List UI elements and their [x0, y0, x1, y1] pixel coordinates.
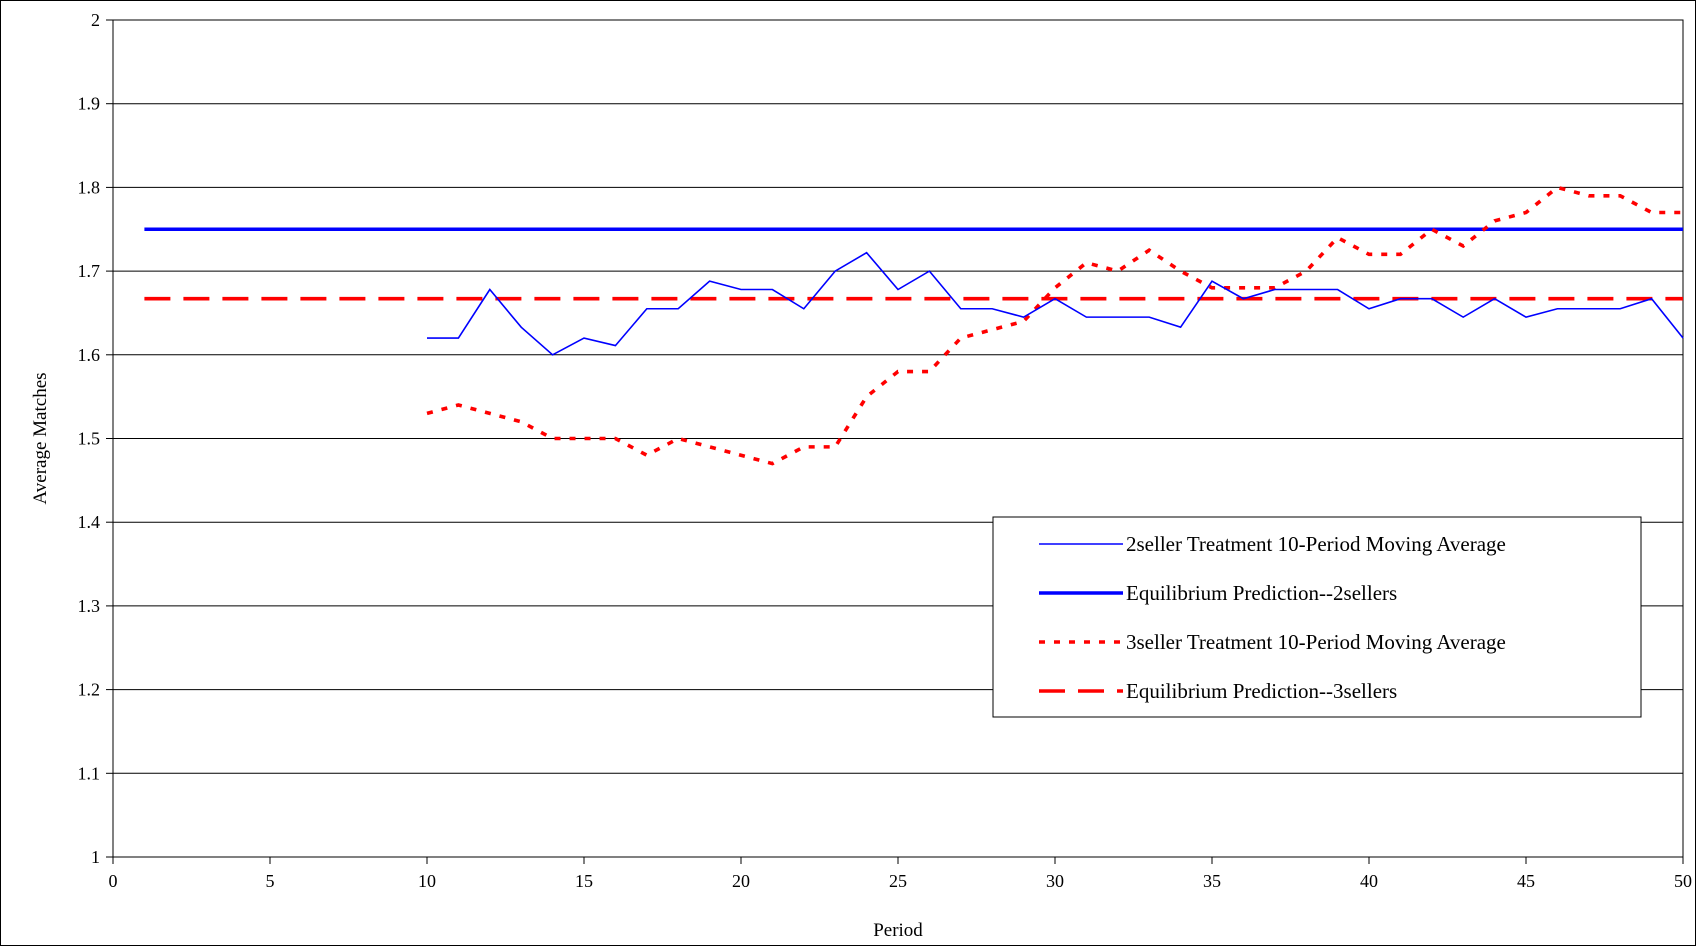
- legend-label: Equilibrium Prediction--3sellers: [1126, 679, 1397, 703]
- legend-label: Equilibrium Prediction--2sellers: [1126, 581, 1397, 605]
- y-tick-label: 1.2: [78, 680, 101, 700]
- y-tick-label: 1.4: [78, 512, 101, 532]
- legend-box: [992, 516, 1642, 718]
- x-axis: 0 5 10 15 20 25 30 35 40 45 50: [109, 857, 1692, 891]
- x-tick-label: 50: [1674, 871, 1692, 891]
- x-tick-label: 45: [1517, 871, 1535, 891]
- x-tick-label: 20: [732, 871, 750, 891]
- x-tick-label: 30: [1046, 871, 1064, 891]
- y-tick-label: 1.5: [78, 429, 101, 449]
- x-tick-label: 10: [418, 871, 436, 891]
- y-tick-label: 1.8: [78, 177, 101, 197]
- x-tick-label: 40: [1360, 871, 1378, 891]
- series-line-3: [426, 185, 1683, 466]
- x-axis-title: Period: [873, 920, 923, 941]
- series-lines: [144, 185, 1684, 466]
- gridlines: [113, 103, 1683, 774]
- legend: 2seller Treatment 10-Period Moving Avera…: [992, 516, 1642, 718]
- y-tick-label: 2: [91, 10, 100, 30]
- y-tick-label: 1.3: [78, 596, 101, 616]
- x-tick-label: 35: [1203, 871, 1221, 891]
- x-tick-label: 25: [889, 871, 907, 891]
- y-axis: 1 1.1 1.2 1.3 1.4 1.5 1.6 1.7 1.8 1.9 2: [78, 10, 113, 867]
- x-tick-label: 5: [266, 871, 275, 891]
- y-axis-title: Average Matches: [30, 372, 51, 504]
- y-tick-label: 1.9: [78, 94, 101, 114]
- x-tick-label: 15: [575, 871, 593, 891]
- y-tick-label: 1.7: [78, 261, 101, 281]
- legend-label: 3seller Treatment 10-Period Moving Avera…: [1126, 630, 1506, 654]
- series-line-1: [427, 251, 1684, 356]
- legend-label: 2seller Treatment 10-Period Moving Avera…: [1126, 532, 1506, 556]
- x-tick-label: 0: [109, 871, 118, 891]
- y-tick-label: 1.6: [78, 345, 101, 365]
- y-tick-label: 1.1: [78, 763, 101, 783]
- y-tick-label: 1: [91, 847, 100, 867]
